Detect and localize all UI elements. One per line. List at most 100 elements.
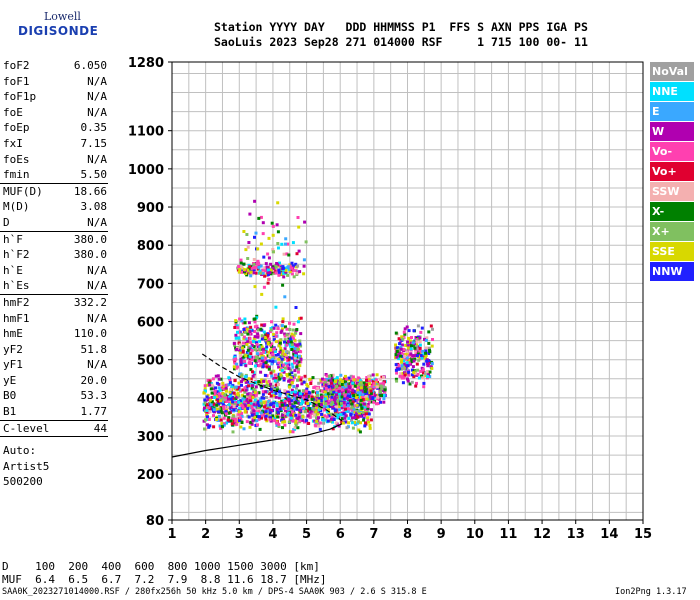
echo-point	[243, 400, 247, 404]
echo-point	[252, 409, 256, 413]
echo-point	[226, 405, 230, 409]
param-row: yF1 N/A	[0, 357, 112, 373]
echo-point	[239, 261, 243, 265]
legend-entry: W	[650, 122, 694, 141]
echo-point	[277, 246, 280, 250]
echo-point	[339, 393, 343, 397]
echo-point	[330, 415, 334, 419]
echo-point	[324, 387, 328, 391]
echo-point	[207, 381, 211, 385]
echo-point	[263, 274, 267, 278]
echo-point	[266, 334, 270, 338]
echo-point	[250, 405, 254, 409]
echo-point	[252, 394, 256, 398]
echo-point	[297, 360, 301, 364]
echo-point	[221, 395, 224, 399]
echo-point	[239, 357, 243, 361]
echo-point	[246, 401, 250, 404]
echo-point	[252, 387, 256, 391]
echo-point	[292, 407, 296, 411]
echo-point	[273, 379, 277, 383]
echo-point	[288, 270, 292, 274]
echo-point	[349, 383, 353, 387]
echo-point	[238, 351, 242, 355]
echo-point	[260, 408, 264, 412]
echo-point	[332, 384, 336, 388]
param-name: C-level	[3, 421, 50, 435]
echo-point	[336, 401, 340, 405]
echo-point	[299, 402, 303, 406]
echo-point	[285, 364, 289, 368]
echo-point	[362, 418, 366, 422]
echo-point	[236, 330, 239, 334]
echo-point	[241, 377, 245, 381]
echo-point	[258, 339, 262, 343]
echo-point	[262, 413, 266, 417]
echo-point	[288, 410, 292, 414]
echo-point	[348, 407, 352, 411]
echo-point	[276, 340, 280, 344]
echo-point	[337, 408, 341, 412]
param-name: yF2	[3, 342, 23, 356]
echo-point	[233, 326, 237, 329]
echo-point	[329, 417, 333, 421]
echo-point	[220, 411, 224, 415]
echo-point	[292, 375, 296, 379]
echo-point	[290, 332, 294, 336]
echo-point	[306, 409, 309, 413]
lowell-digisonde-logo: Lowell DIGISONDE	[4, 6, 104, 46]
echo-point	[302, 409, 306, 413]
echo-point	[403, 327, 407, 331]
echo-point	[248, 345, 252, 349]
echo-point	[340, 388, 344, 392]
echo-point	[260, 380, 263, 384]
echo-point	[267, 365, 271, 369]
echo-point	[306, 384, 310, 388]
echo-point	[294, 262, 298, 266]
echo-point	[250, 384, 254, 388]
echo-point	[294, 354, 298, 358]
echo-point	[248, 337, 252, 341]
echo-point	[250, 267, 254, 270]
echo-point	[288, 402, 292, 405]
echo-point	[217, 392, 221, 396]
echo-point	[237, 270, 241, 274]
echo-point	[332, 417, 336, 421]
echo-point	[210, 383, 214, 387]
echo-point	[228, 381, 232, 385]
echo-point	[418, 340, 422, 344]
echo-point	[253, 285, 257, 289]
echo-point	[267, 400, 271, 403]
echo-point	[404, 365, 408, 369]
echo-point	[402, 347, 405, 351]
echo-point	[261, 232, 265, 236]
echo-point	[207, 417, 211, 421]
y-tick-label: 500	[137, 354, 164, 369]
echo-point	[246, 354, 250, 358]
echo-point	[349, 413, 353, 416]
echo-point	[380, 375, 384, 379]
echo-point	[286, 273, 290, 277]
echo-point	[250, 272, 254, 276]
param-name: yF1	[3, 358, 23, 372]
echo-point	[357, 420, 360, 424]
echo-point	[278, 394, 282, 397]
echo-point	[261, 272, 265, 275]
polarization-legend: NoVal NNE E W Vo- Vo+ SSW X- X+ SSE NNW	[650, 62, 694, 282]
echo-point	[366, 380, 369, 384]
echo-point	[244, 248, 248, 252]
echo-point	[299, 378, 303, 382]
echo-point	[317, 416, 320, 420]
autoscaling-info: Artist5	[3, 459, 50, 473]
param-row: fmin 5.50	[0, 167, 112, 183]
param-name: foE	[3, 105, 23, 119]
echo-point	[347, 376, 351, 380]
echo-point	[266, 403, 270, 407]
echo-point	[315, 416, 318, 420]
autoscaling-info: Auto:	[3, 444, 37, 457]
param-name: foF2	[3, 59, 30, 72]
echo-point	[278, 403, 282, 407]
echo-point	[266, 405, 270, 409]
echo-point	[266, 332, 270, 336]
echo-point	[269, 371, 273, 375]
